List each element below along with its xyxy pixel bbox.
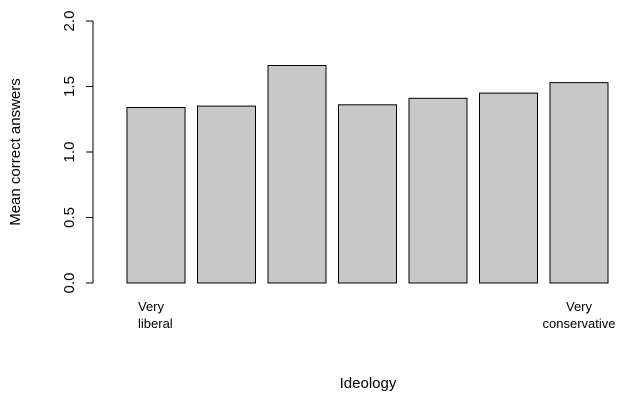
bar-2 (197, 105, 256, 284)
category-annotation-line: conservative (543, 316, 616, 331)
bars-group (126, 65, 609, 284)
y-tick-label-3: 1.5 (61, 76, 78, 97)
category-annotation-line: liberal (138, 316, 173, 331)
bar-6 (479, 92, 538, 284)
category-annotation-0: Very liberal (138, 299, 173, 331)
bar-3 (267, 65, 327, 284)
x-axis-title: Ideology (340, 375, 397, 392)
bar-5 (408, 97, 468, 284)
category-annotations: Very liberal Very conservative (138, 299, 615, 331)
category-annotation-6: Very conservative (543, 299, 616, 331)
bar-1 (126, 107, 186, 284)
category-annotation-line: Very (566, 299, 593, 314)
category-annotation-line: Very (138, 299, 165, 314)
y-tick-label-4: 2.0 (61, 11, 78, 32)
bar-4 (338, 104, 397, 284)
y-tick-label-2: 1.0 (61, 142, 78, 163)
y-tick-label-1: 0.5 (61, 207, 78, 228)
bar-7 (549, 82, 609, 284)
y-axis-title: Mean correct answers (7, 78, 24, 226)
y-tick-label-0: 0.0 (61, 273, 78, 294)
y-axis: 0.0 0.5 1.0 1.5 2.0 (61, 11, 94, 294)
